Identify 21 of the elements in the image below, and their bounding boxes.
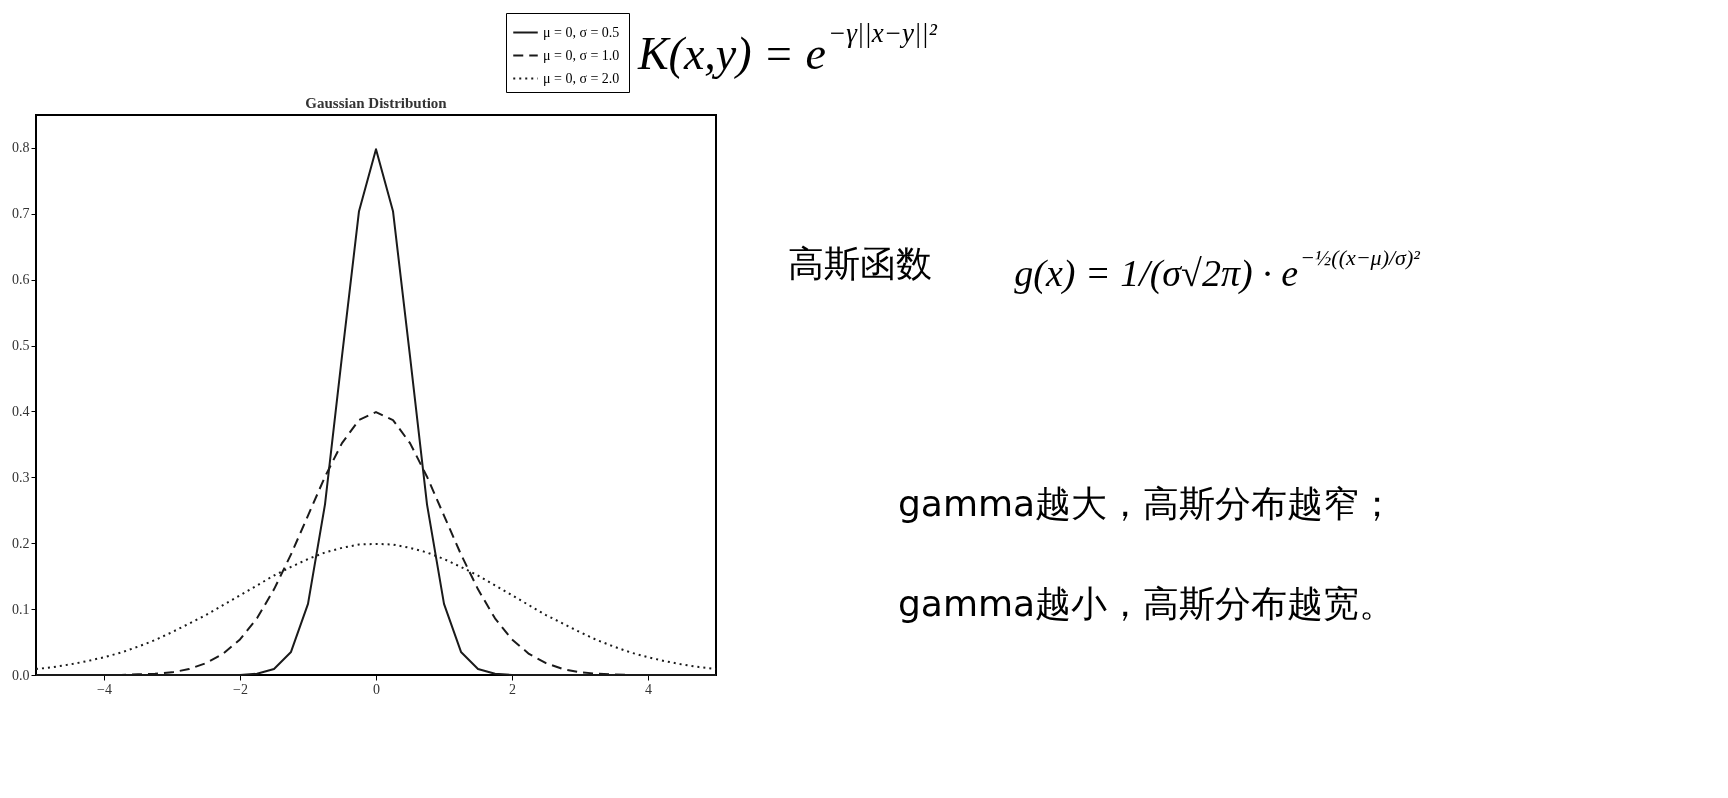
y-tick-label: 0.4 <box>12 403 30 419</box>
text: gamma越大，高斯分布越窄； <box>898 483 1396 524</box>
legend-label: μ = 0, σ = 1.0 <box>543 47 620 63</box>
text: 高斯函数 <box>788 243 932 284</box>
y-tick-label: 0.2 <box>12 535 30 551</box>
y-tick-label: 0.1 <box>12 601 30 617</box>
legend-label: μ = 0, σ = 2.0 <box>543 70 620 86</box>
y-tick-label: 0.3 <box>12 469 30 485</box>
text: gamma越小，高斯分布越宽。 <box>898 583 1396 624</box>
y-tick-label: 0.8 <box>12 140 30 156</box>
x-tick-label: 2 <box>509 681 516 697</box>
x-tick-label: 0 <box>373 681 380 697</box>
x-tick-label: −2 <box>233 681 248 697</box>
x-tick-label: 4 <box>645 681 652 697</box>
y-tick-label: 0.7 <box>12 206 30 222</box>
y-tick-label: 0.0 <box>12 667 30 683</box>
legend-label: μ = 0, σ = 0.5 <box>543 24 620 40</box>
y-tick-label: 0.5 <box>12 338 30 354</box>
chart-title: Gaussian Distribution <box>305 95 448 111</box>
x-tick-label: −4 <box>97 681 112 697</box>
y-tick-label: 0.6 <box>12 272 30 288</box>
